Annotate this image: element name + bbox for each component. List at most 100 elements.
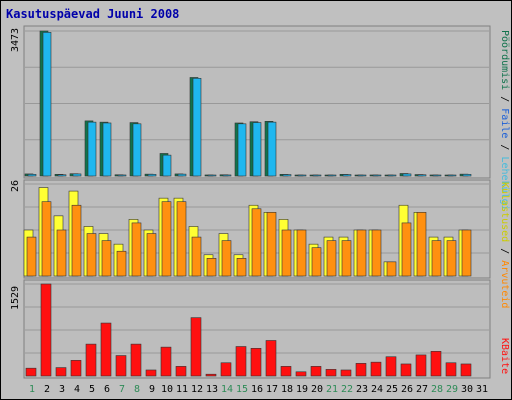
bar-faile-day-24 — [372, 174, 382, 177]
x-tick-label-13: 13 — [206, 384, 218, 395]
bar-kbaite-day-29 — [445, 362, 457, 377]
bar-kbaite-day-28 — [430, 351, 442, 377]
x-tick-label-31: 31 — [476, 384, 488, 395]
bar-faile-day-1 — [27, 174, 37, 177]
bar-kbaite-day-12 — [190, 317, 202, 377]
bar-arvuteid-day-18 — [281, 229, 292, 277]
bar-kbaite-day-15 — [235, 346, 247, 377]
x-tick-label-6: 6 — [104, 384, 110, 395]
panel-2-ytick: 26 — [10, 180, 21, 192]
bar-faile-day-7 — [117, 174, 127, 177]
x-tick-label-3: 3 — [59, 384, 65, 395]
bar-faile-day-10 — [162, 154, 172, 177]
bar-faile-day-6 — [102, 122, 112, 177]
bar-kbaite-day-5 — [85, 343, 97, 377]
bar-arvuteid-day-26 — [401, 222, 412, 277]
bar-arvuteid-day-4 — [71, 204, 82, 277]
bar-arvuteid-day-8 — [131, 222, 142, 277]
x-tick-label-29: 29 — [446, 384, 458, 395]
bar-kbaite-day-16 — [250, 348, 262, 377]
bar-kbaite-day-9 — [145, 369, 157, 377]
bar-faile-day-25 — [387, 174, 397, 177]
x-tick-label-8: 8 — [134, 384, 140, 395]
bar-kbaite-day-11 — [175, 366, 187, 377]
x-tick-label-25: 25 — [386, 384, 398, 395]
bar-arvuteid-day-13 — [206, 258, 217, 277]
x-tick-label-9: 9 — [149, 384, 155, 395]
legend-lehekulgi: Lehekülgi — [499, 156, 510, 210]
bar-faile-day-26 — [402, 173, 412, 177]
bar-faile-day-2 — [42, 32, 52, 177]
x-tick-label-1: 1 — [29, 384, 35, 395]
x-tick-label-22: 22 — [341, 384, 353, 395]
bar-faile-day-30 — [462, 174, 472, 177]
bar-arvuteid-day-3 — [56, 229, 67, 277]
x-tick-label-18: 18 — [281, 384, 293, 395]
bar-faile-day-16 — [252, 122, 262, 177]
bar-kbaite-day-23 — [355, 363, 367, 377]
bar-kbaite-day-3 — [55, 367, 67, 377]
bar-faile-day-8 — [132, 123, 142, 177]
legend-sep-1: / — [499, 90, 510, 108]
bar-arvuteid-day-2 — [41, 201, 52, 277]
bar-arvuteid-day-9 — [146, 233, 157, 277]
legend-sep-3: / — [499, 242, 510, 260]
bar-kbaite-day-27 — [415, 354, 427, 377]
x-tick-label-24: 24 — [371, 384, 383, 395]
bar-faile-day-5 — [87, 121, 97, 177]
bar-kbaite-day-13 — [205, 373, 217, 377]
bar-arvuteid-day-24 — [371, 229, 382, 277]
bar-faile-day-4 — [72, 173, 82, 177]
bar-faile-day-23 — [357, 174, 367, 177]
x-tick-label-16: 16 — [251, 384, 263, 395]
bar-kbaite-day-20 — [310, 366, 322, 377]
bar-kbaite-day-10 — [160, 346, 172, 377]
x-tick-label-20: 20 — [311, 384, 323, 395]
legend-faile: Faile — [499, 108, 510, 138]
bar-arvuteid-day-1 — [26, 236, 37, 277]
legend-poordumisi: Pöördumisi — [499, 30, 510, 90]
x-tick-label-30: 30 — [461, 384, 473, 395]
bar-faile-day-28 — [432, 174, 442, 177]
bar-faile-day-11 — [177, 173, 187, 177]
bar-faile-day-17 — [267, 121, 277, 177]
panel-3-ytick: 1529 — [10, 286, 21, 310]
bar-arvuteid-day-12 — [191, 236, 202, 277]
bar-kbaite-day-25 — [385, 356, 397, 377]
bar-faile-day-20 — [312, 174, 322, 177]
panel-1-ytick: 3473 — [10, 28, 21, 52]
bar-kbaite-day-4 — [70, 360, 82, 377]
bar-faile-day-13 — [207, 174, 217, 177]
bar-faile-day-14 — [222, 174, 232, 177]
x-tick-label-19: 19 — [296, 384, 308, 395]
bar-arvuteid-day-14 — [221, 240, 232, 277]
legend-panel-2: Külastused / Arvuteid — [499, 182, 510, 308]
x-tick-label-11: 11 — [176, 384, 188, 395]
bar-faile-day-18 — [282, 174, 292, 177]
bar-kbaite-day-7 — [115, 355, 127, 377]
bar-kbaite-day-30 — [460, 363, 472, 377]
bar-arvuteid-day-19 — [296, 229, 307, 277]
bar-kbaite-day-18 — [280, 366, 292, 377]
x-tick-label-17: 17 — [266, 384, 278, 395]
bar-arvuteid-day-16 — [251, 208, 262, 277]
bar-arvuteid-day-21 — [326, 240, 337, 277]
x-tick-label-10: 10 — [161, 384, 173, 395]
bar-kbaite-day-21 — [325, 369, 337, 377]
bar-kbaite-day-2 — [40, 283, 52, 377]
x-tick-label-26: 26 — [401, 384, 413, 395]
bar-arvuteid-day-5 — [86, 233, 97, 277]
legend-kulastused: Külastused — [499, 182, 510, 242]
bar-faile-day-19 — [297, 174, 307, 177]
bar-kbaite-day-17 — [265, 340, 277, 377]
legend-kbaite: KBaite — [499, 338, 510, 374]
bar-kbaite-day-1 — [25, 367, 37, 377]
bar-faile-day-15 — [237, 123, 247, 177]
bar-arvuteid-day-10 — [161, 201, 172, 277]
bar-arvuteid-day-30 — [461, 229, 472, 277]
x-tick-label-4: 4 — [74, 384, 80, 395]
x-tick-label-2: 2 — [44, 384, 50, 395]
bar-arvuteid-day-15 — [236, 258, 247, 277]
